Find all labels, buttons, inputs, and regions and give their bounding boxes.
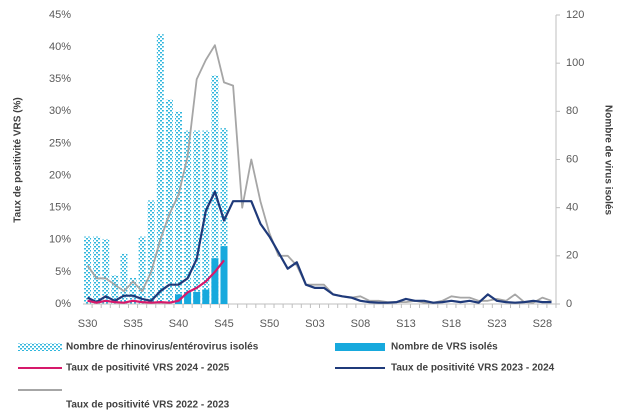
bar [120,253,128,304]
y2-tick-label: 120 [566,9,584,21]
bar [93,236,101,304]
y2-tick-label: 60 [566,153,578,165]
bar [175,294,183,304]
y-tick-label: 35% [49,73,71,85]
y-tick-label: 20% [49,169,71,181]
line [87,259,225,304]
y-tick-label: 25% [49,137,71,149]
x-tick-label: S45 [214,318,234,330]
bar [111,275,119,304]
legend-label: Taux de positivité VRS 2022 - 2023 [66,400,230,411]
bar [138,236,146,304]
y2-tick-label: 100 [566,57,584,69]
x-tick-label: S08 [351,318,371,330]
y2-tick-label: 20 [566,250,578,262]
x-tick-label: S50 [260,318,280,330]
legend-label: Taux de positivité VRS 2023 - 2024 [391,363,555,374]
y-axis-title: Taux de positivité VRS (%) [13,97,24,222]
y2-axis-title: Nombre de virus isolés [602,105,613,215]
y-tick-label: 0% [55,298,71,310]
y-tick-label: 15% [49,202,71,214]
bar [211,258,219,304]
x-tick-label: S30 [78,318,98,330]
legend-swatch [18,343,62,351]
x-tick-label: S13 [396,318,416,330]
bar [193,291,201,304]
y-tick-label: 5% [55,266,71,278]
bar [102,238,110,304]
x-tick-label: S23 [487,318,507,330]
legend-label: Nombre de rhinovirus/entérovirus isolés [66,342,259,353]
line [87,190,552,304]
bar [156,34,164,305]
bar [193,130,201,304]
bar [220,128,228,304]
bar [202,130,210,304]
legend-swatch [335,343,385,351]
x-tick-label: S40 [169,318,189,330]
legend-label: Taux de positivité VRS 2024 - 2025 [66,363,230,374]
x-tick-label: S35 [123,318,143,330]
y2-tick-label: 0 [566,298,572,310]
bar [147,200,155,304]
bar [211,75,219,304]
bar [84,236,92,304]
y-tick-label: 40% [49,41,71,53]
bar [165,99,173,305]
legend-label: Nombre de VRS isolés [391,342,498,353]
line [86,44,552,304]
y-tick-label: 30% [49,105,71,117]
x-tick-label: S18 [442,318,462,330]
bar [220,246,228,304]
bar [202,289,210,304]
x-tick-label: S28 [533,318,553,330]
y2-tick-label: 80 [566,105,578,117]
bar [175,111,183,304]
bar [129,277,137,304]
bar [184,291,192,304]
y-tick-label: 45% [49,9,71,21]
y-tick-label: 10% [49,234,71,246]
bar [184,130,192,304]
x-tick-label: S03 [305,318,325,330]
y2-tick-label: 40 [566,202,578,214]
